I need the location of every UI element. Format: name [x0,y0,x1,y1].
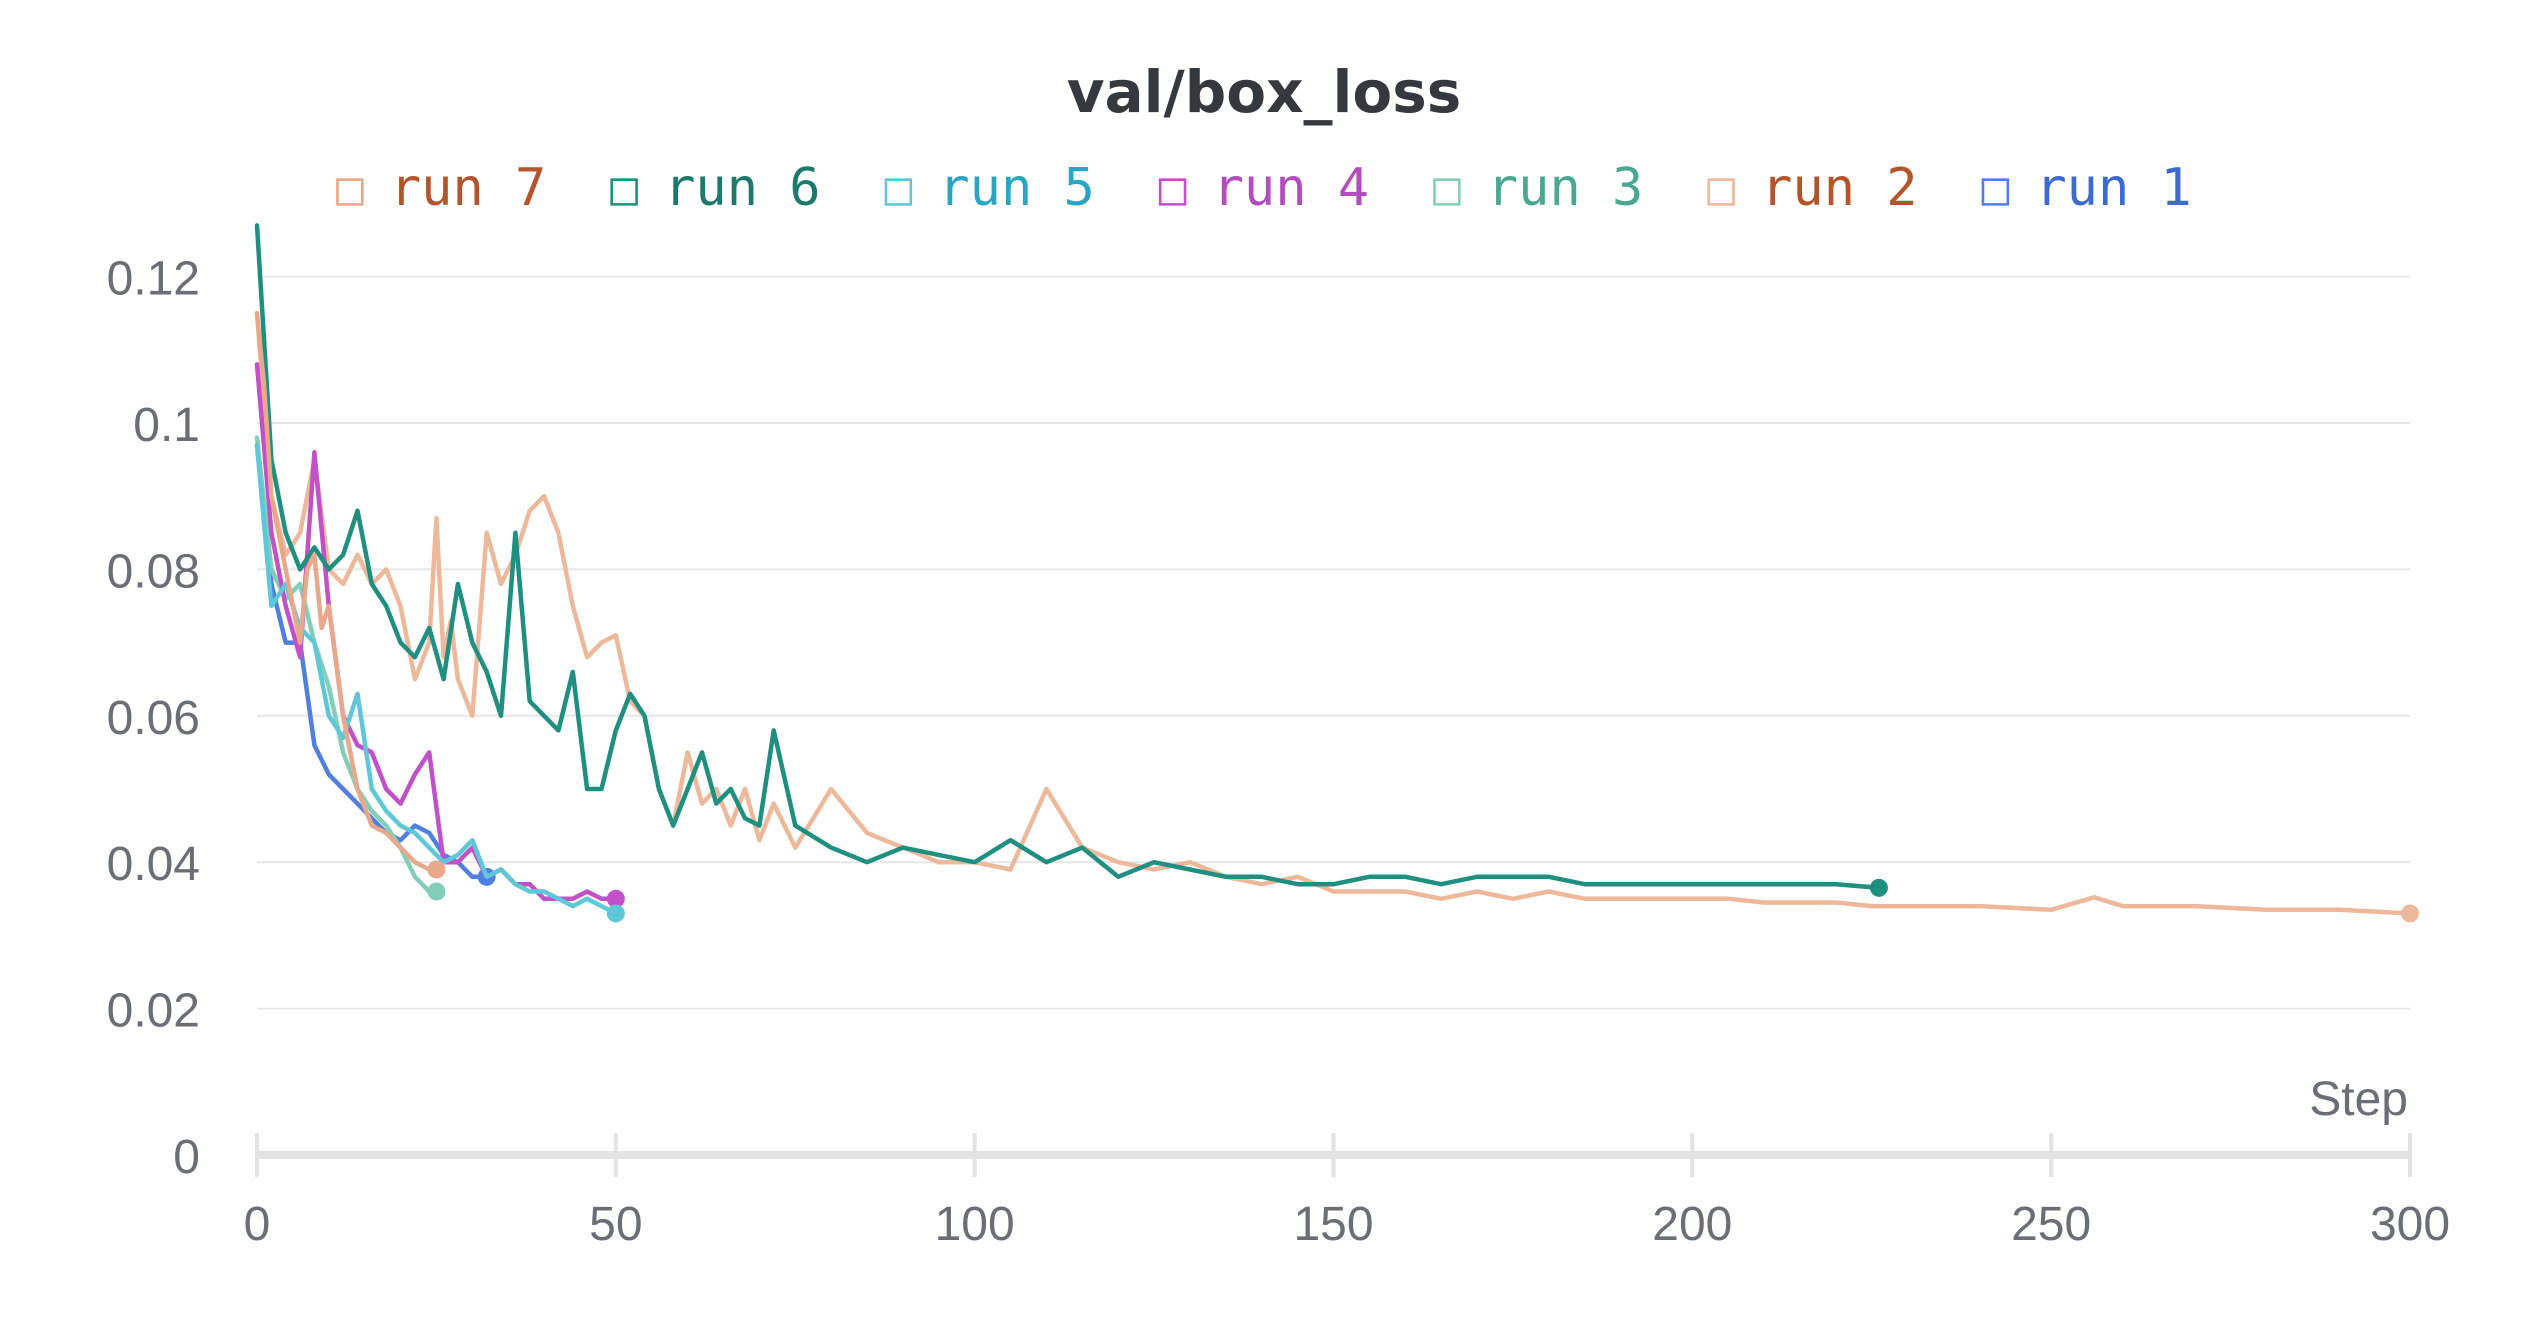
y-tick-label: 0 [173,1131,200,1184]
y-tick-label: 0.04 [107,838,200,891]
series-line [254,310,2413,916]
legend-label: run 5 [938,158,1095,218]
legend-swatch-icon: □ [1981,161,2010,215]
series-endpoint [427,882,446,901]
y-tick-label: 0.1 [133,399,200,452]
legend-label: run 3 [1486,158,1644,218]
legend-item[interactable]: □ run 5 [885,158,1095,218]
series-endpoint [2401,904,2419,923]
legend-item[interactable]: □ run 7 [336,158,546,218]
legend-item[interactable]: □ run 2 [1707,158,1917,218]
legend-item[interactable]: □ run 6 [610,158,820,218]
legend-swatch-icon: □ [1707,161,1736,215]
legend: □ run 7 □ run 6 □ run 5 □ run 4 □ run 3 □ run 2 □ run… [0,158,2528,218]
x-tick-label: 150 [1293,1198,1373,1251]
x-tick-label: 300 [2370,1198,2450,1251]
series-line [254,223,1882,891]
y-tick-label: 0.06 [107,692,200,745]
x-tick-label: 200 [1652,1198,1732,1251]
legend-label: run 7 [389,158,547,218]
legend-label: run 2 [1761,158,1918,218]
y-tick-label: 0.08 [107,545,200,598]
x-tick-label: 0 [244,1198,271,1251]
legend-swatch-icon: □ [610,161,639,215]
legend-item[interactable]: □ run 3 [1433,158,1643,218]
series-endpoint [1869,878,1888,897]
x-tick-label: 100 [935,1198,1015,1251]
x-tick-label: 50 [589,1198,642,1251]
legend-label: run 6 [664,158,821,218]
legend-swatch-icon: □ [884,161,913,215]
legend-swatch-icon: □ [1158,161,1187,215]
y-tick-label: 0.12 [107,253,200,306]
legend-label: run 4 [1212,158,1370,218]
legend-item[interactable]: □ run 1 [1982,158,2192,218]
series-endpoint [606,904,625,923]
series-endpoint [427,860,446,879]
series-line [254,442,619,916]
legend-item[interactable]: □ run 4 [1159,158,1369,218]
series-endpoint [606,889,625,908]
series-line [254,310,439,872]
y-tick-label: 0.02 [107,985,200,1038]
chart-title: val/box_loss [1066,58,1462,126]
legend-swatch-icon: □ [1433,161,1461,215]
legend-swatch-icon: □ [336,161,364,215]
series-line [254,435,439,894]
x-axis-label: Step [2309,1073,2408,1126]
x-tick-label: 250 [2011,1198,2091,1251]
legend-label: run 1 [2035,158,2192,218]
